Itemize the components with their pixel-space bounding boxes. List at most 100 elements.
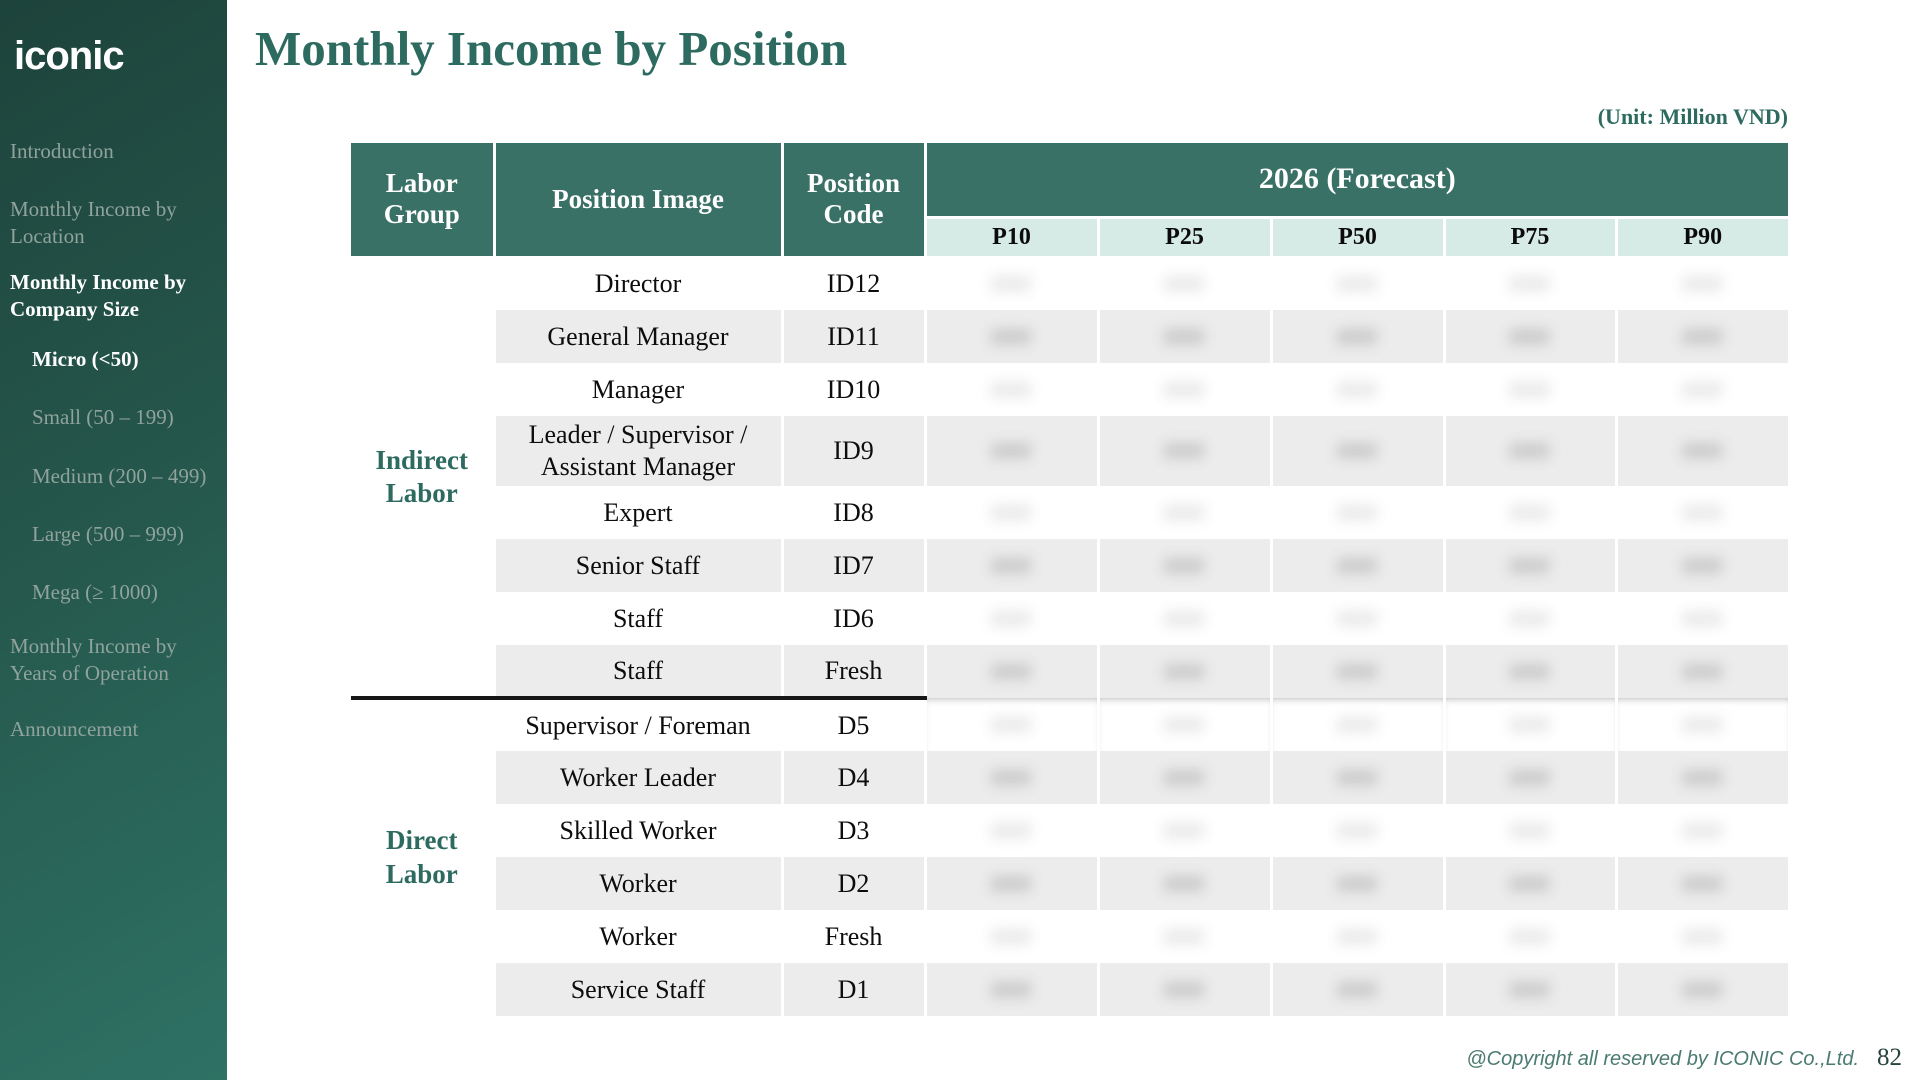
blurred-value: ### — [1682, 437, 1723, 465]
position-cell: Worker — [494, 857, 784, 910]
column-header-position-code: Position Code — [782, 143, 927, 259]
sidebar-item-large[interactable]: Large (500 – 999) — [32, 522, 184, 546]
blurred-value: ### — [1337, 437, 1378, 465]
blurred-value: ### — [991, 658, 1032, 686]
blurred-value: ### — [1164, 870, 1205, 898]
value-cell: ### — [1616, 910, 1788, 963]
blurred-value: ### — [991, 376, 1032, 404]
sidebar-nav: Introduction Monthly Income by Location … — [0, 138, 221, 743]
position-cell: Expert — [494, 486, 784, 539]
value-cell: ### — [1616, 363, 1788, 416]
sidebar-item-income-by-location[interactable]: Monthly Income by Location — [10, 197, 177, 248]
table-row: Direct Labor Supervisor / Foreman D5 ###… — [351, 696, 1788, 1016]
blurred-value: ### — [1509, 764, 1551, 792]
value-cell: ### — [1616, 963, 1789, 1016]
position-cell: Skilled Worker — [494, 804, 784, 857]
column-header-forecast: 2026 (Forecast) — [925, 143, 1789, 219]
value-cell: ### — [1444, 857, 1618, 910]
code-cell: D4 — [782, 751, 927, 804]
sidebar-item-small[interactable]: Small (50 – 199) — [32, 405, 174, 429]
income-table-wrap: Labor Group Position Image Position Code… — [351, 143, 1789, 1016]
blurred-value: ### — [1164, 976, 1205, 1004]
table-row: Service Staff D1 ### ### ### ### ### — [351, 963, 1789, 1016]
blurred-value: ### — [1509, 658, 1551, 686]
column-header-p75: P75 — [1444, 217, 1618, 259]
table-row: Staff Fresh ### ### ### ### ### — [351, 645, 1789, 698]
value-cell: ### — [1616, 751, 1789, 804]
blurred-value: ### — [1337, 605, 1378, 633]
value-cell: ### — [925, 963, 1100, 1016]
blurred-value: ### — [1164, 552, 1205, 580]
blurred-value: ### — [1337, 923, 1378, 951]
value-cell: ### — [1444, 910, 1618, 963]
blurred-value: ### — [1337, 976, 1378, 1004]
value-cell: ### — [1098, 363, 1273, 416]
slide-footer: @Copyright all reserved by ICONIC Co.,Lt… — [1466, 1044, 1902, 1072]
column-header-labor-group: Labor Group — [351, 143, 496, 259]
blurred-value: ### — [1164, 499, 1205, 527]
value-cell: ### — [1098, 857, 1273, 910]
value-cell: ### — [1444, 698, 1618, 751]
blurred-value: ### — [1682, 552, 1723, 580]
blurred-value: ### — [1682, 923, 1723, 951]
sidebar-item-announcement[interactable]: Announcement — [10, 717, 139, 741]
value-cell: ### — [925, 539, 1100, 592]
blurred-value: ### — [1164, 376, 1205, 404]
sidebar-item-medium[interactable]: Medium (200 – 499) — [32, 464, 207, 488]
value-cell: ### — [1098, 963, 1273, 1016]
value-cell: ### — [925, 257, 1100, 310]
blurred-value: ### — [1509, 605, 1551, 633]
value-cell: ### — [925, 416, 1100, 486]
blurred-value: ### — [1337, 870, 1378, 898]
blurred-value: ### — [1164, 764, 1205, 792]
value-cell: ### — [1444, 751, 1618, 804]
value-cell: ### — [925, 804, 1100, 857]
column-header-p25: P25 — [1098, 217, 1273, 259]
table-row: Senior Staff ID7 ### ### ### ### ### — [351, 539, 1789, 592]
sidebar-item-introduction[interactable]: Introduction — [10, 139, 114, 163]
blurred-value: ### — [1682, 323, 1723, 351]
value-cell: ### — [1616, 645, 1789, 698]
blurred-value: ### — [1682, 499, 1723, 527]
blurred-value: ### — [1337, 817, 1378, 845]
table-row: Expert ID8 ### ### ### ### ### — [351, 486, 1788, 539]
value-cell: ### — [1098, 751, 1273, 804]
position-cell: Worker Leader — [494, 751, 784, 804]
blurred-value: ### — [1509, 552, 1551, 580]
blurred-value: ### — [1337, 764, 1378, 792]
value-cell: ### — [1098, 592, 1273, 645]
blurred-value: ### — [1164, 437, 1205, 465]
blurred-value: ### — [1682, 605, 1723, 633]
value-cell: ### — [925, 310, 1100, 363]
blurred-value: ### — [1337, 323, 1378, 351]
blurred-value: ### — [1682, 711, 1723, 739]
sidebar-item-income-by-years[interactable]: Monthly Income by Years of Operation — [10, 634, 177, 685]
column-header-p50: P50 — [1271, 217, 1446, 259]
blurred-value: ### — [991, 817, 1032, 845]
sidebar-item-mega[interactable]: Mega (≥ 1000) — [32, 580, 158, 604]
blurred-value: ### — [1164, 711, 1205, 739]
value-cell: ### — [1616, 592, 1788, 645]
value-cell: ### — [1616, 257, 1788, 310]
table-row: Staff ID6 ### ### ### ### ### — [351, 592, 1788, 645]
unit-note: (Unit: Million VND) — [1597, 104, 1788, 129]
value-cell: ### — [1271, 857, 1446, 910]
table-row: Worker Fresh ### ### ### ### ### — [351, 910, 1788, 963]
value-cell: ### — [1444, 539, 1618, 592]
sidebar-item-micro[interactable]: Micro (<50) — [32, 347, 139, 371]
blurred-value: ### — [1509, 323, 1551, 351]
code-cell: Fresh — [782, 645, 927, 698]
value-cell: ### — [1098, 645, 1273, 698]
table-row: Worker Leader D4 ### ### ### ### ### — [351, 751, 1789, 804]
copyright-text: @Copyright all reserved by ICONIC Co.,Lt… — [1466, 1048, 1859, 1070]
blurred-value: ### — [991, 552, 1032, 580]
code-cell: D1 — [782, 963, 927, 1016]
value-cell: ### — [1271, 698, 1446, 751]
table-row: General Manager ID11 ### ### ### ### ### — [351, 310, 1789, 363]
table-row: Indirect Labor Director ID12 ### ### ### ##… — [351, 257, 1788, 698]
blurred-value: ### — [1337, 552, 1378, 580]
table-row: Skilled Worker D3 ### ### ### ### ### — [351, 804, 1788, 857]
code-cell: D5 — [782, 696, 927, 751]
value-cell: ### — [1271, 310, 1446, 363]
sidebar-item-income-by-company-size[interactable]: Monthly Income by Company Size — [10, 270, 187, 321]
